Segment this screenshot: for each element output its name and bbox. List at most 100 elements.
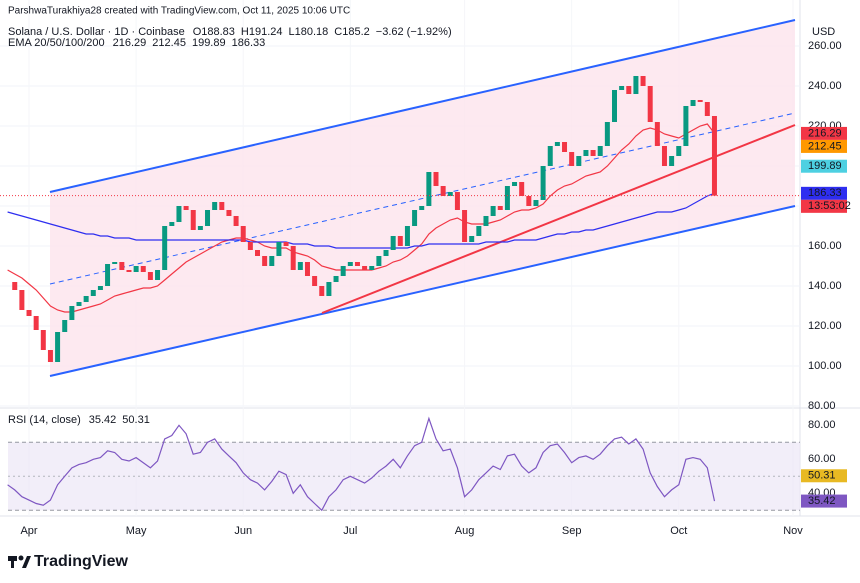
logo-shape [11, 556, 14, 568]
candle [619, 86, 625, 90]
candle [340, 266, 346, 276]
candle [290, 246, 296, 270]
candle [183, 206, 189, 210]
candle [233, 216, 239, 226]
candle [162, 226, 168, 270]
candle [476, 226, 482, 236]
candle [40, 330, 46, 350]
candle [369, 266, 375, 270]
candle [12, 282, 18, 290]
candle [583, 150, 589, 156]
candle [454, 192, 460, 210]
y-tick-label: 140.00 [808, 280, 842, 292]
candle [469, 236, 475, 242]
ema-price-label-box [801, 126, 847, 140]
candle [197, 226, 203, 230]
candle [55, 332, 61, 362]
candle [490, 206, 496, 216]
candle [97, 286, 103, 290]
x-tick-label: Aug [455, 525, 475, 537]
brand-logo: TradingView [8, 553, 129, 570]
candle [612, 90, 617, 122]
candle [547, 146, 553, 166]
rsi-ma-legend-value: 50.31 [122, 414, 150, 426]
candle [519, 182, 525, 196]
candle [654, 122, 660, 146]
candle [440, 186, 446, 196]
y-tick-label: 260.00 [808, 40, 842, 52]
legend-title: Solana / U.S. Dollar · 1D · Coinbase [8, 26, 185, 38]
candle [226, 210, 232, 216]
candle [212, 202, 218, 210]
x-tick-label: May [126, 525, 147, 537]
candle [362, 266, 368, 270]
candle [383, 250, 389, 256]
candle [669, 156, 675, 166]
candle [512, 182, 518, 186]
candle [626, 86, 632, 94]
candle [304, 262, 310, 276]
candle [354, 262, 360, 266]
candle [247, 242, 253, 250]
candle [533, 200, 539, 206]
candle [47, 350, 53, 362]
candle [526, 196, 532, 206]
x-tick-label: Jul [343, 525, 357, 537]
candle [462, 210, 468, 242]
rsi-ma-label: 50.31 [808, 470, 836, 482]
candle [419, 206, 425, 210]
ema-price-label: 186.33 [808, 187, 842, 199]
candle [504, 186, 510, 210]
candle [190, 210, 196, 230]
candle [404, 226, 410, 246]
candle [447, 192, 453, 196]
candle [205, 210, 211, 226]
candle [297, 262, 303, 270]
candle [83, 296, 89, 302]
candle [76, 302, 82, 306]
credit: ParshwaTurakhiya28 created with TradingV… [8, 6, 350, 17]
candle [483, 216, 489, 226]
ema-legend-value: 212.45 [152, 37, 186, 49]
candle [704, 102, 710, 116]
y-tick-label: 240.00 [808, 80, 842, 92]
x-tick-label: Oct [670, 525, 687, 537]
candle [262, 256, 268, 266]
x-tick-label: Sep [562, 525, 582, 537]
y-tick-label: 120.00 [808, 320, 842, 332]
candle [426, 172, 432, 206]
ema-legend: EMA 20/50/100/200 [8, 37, 105, 49]
candle [140, 266, 146, 272]
rsi-tick-label: 80.00 [808, 419, 836, 431]
candle [133, 266, 139, 272]
ohlc-value: 180.18 [295, 26, 329, 38]
candle [554, 142, 560, 146]
candle [119, 262, 125, 270]
ema-legend-value: 199.89 [192, 37, 226, 49]
candle [569, 152, 575, 166]
candle [347, 262, 353, 266]
candle [19, 290, 25, 310]
ema-price-label-box [801, 186, 847, 200]
candle [147, 272, 153, 280]
candle [276, 242, 282, 256]
candle [597, 146, 603, 156]
legend: Solana / U.S. Dollar · 1D · Coinbase O 188… [8, 26, 452, 426]
rsi-legend-value: 35.42 [89, 414, 117, 426]
candle [176, 206, 182, 222]
ohlc-value: 191.24 [249, 26, 283, 38]
ema-legend-value: 216.29 [113, 37, 147, 49]
ema-line [7, 192, 715, 249]
candle [390, 236, 396, 250]
candle [126, 270, 132, 272]
candle [647, 86, 653, 122]
candle [633, 76, 639, 94]
x-tick-label: Jun [234, 525, 252, 537]
candle [497, 206, 503, 210]
channel-mid [49, 112, 796, 285]
candle [112, 262, 118, 264]
candle [433, 172, 439, 186]
ohlc-value: 185.2 [342, 26, 370, 38]
ohlc-label: C [334, 26, 342, 38]
